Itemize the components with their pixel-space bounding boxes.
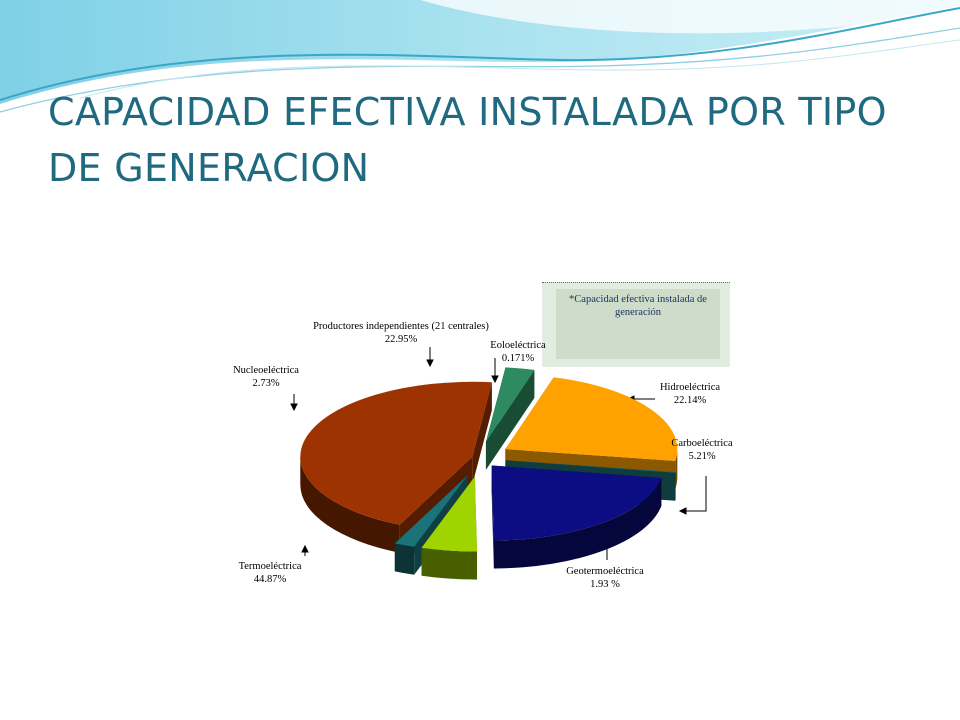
slice-value: 1.93 % (590, 579, 620, 590)
slice-side-wall (491, 465, 494, 569)
slice-name: Carboeléctrica (671, 438, 733, 449)
slice-name: Hidroeléctrica (659, 382, 721, 393)
arrow-head (678, 507, 687, 515)
slice-outer-wall (675, 449, 678, 489)
slice-label-nucleoelectrica: Nucleoeléctrica 2.73% (218, 364, 314, 390)
slice-top (300, 381, 492, 525)
slice-value: 22.14% (673, 395, 707, 406)
slide-title: CAPACIDAD EFECTIVA INSTALADA POR TIPO DE… (48, 90, 887, 190)
arrow-head (491, 375, 499, 384)
slice-label-geotermoelectrica: Geotermoeléctrica 1.93 % (550, 565, 660, 591)
slice-label-hidroelectrica: Hidroeléctrica 22.14% (642, 381, 738, 407)
slice-value: 5.21% (688, 451, 716, 462)
arrow-head (426, 359, 434, 368)
slice-top (505, 377, 678, 461)
slice-outer-wall (394, 543, 415, 575)
pie-slices (300, 367, 678, 580)
slice-top (394, 475, 468, 547)
chart-note: *Capacidad efectiva instalada de generac… (569, 294, 707, 318)
slice-label-productores: Productores independientes (21 centrales… (290, 320, 512, 346)
slice-top (485, 367, 535, 442)
slice-value: 44.87% (253, 574, 287, 585)
slice-top (505, 460, 676, 473)
slice-label-carboelectrica: Carboeléctrica 5.21% (654, 437, 750, 463)
label-arrow (680, 476, 707, 512)
slice-side-wall (472, 382, 492, 485)
slice-name: Geotermoeléctrica (566, 566, 644, 577)
slice-label-termoelectrica: Termoeléctrica 44.87% (222, 560, 318, 586)
slice-name: Eoloeléctrica (490, 340, 546, 351)
slice-name: Termoeléctrica (238, 561, 302, 572)
pie-slice (491, 465, 662, 569)
slice-value: 22.95% (384, 334, 418, 345)
pie-slice (300, 381, 492, 553)
header-wave-decoration (0, 0, 960, 113)
slice-label-eoloelectrica: Eoloeléctrica 0.171% (476, 339, 560, 365)
slice-side-wall (485, 369, 535, 470)
slice-top (491, 465, 662, 541)
slice-outer-wall (300, 456, 400, 553)
pie-slice (485, 367, 535, 470)
slice-outer-wall (421, 547, 477, 580)
slice-outer-wall (493, 478, 662, 569)
arrow-head (290, 403, 298, 412)
pie-slice (421, 476, 477, 580)
slice-value: 2.73% (252, 378, 280, 389)
slice-name: Nucleoeléctrica (233, 365, 299, 376)
slice-top (421, 476, 477, 552)
slice-name: Productores independientes (21 centrales… (313, 321, 489, 332)
slice-value: 0.171% (501, 353, 535, 364)
chart-note-panel: *Capacidad efectiva instalada de generac… (556, 289, 720, 359)
arrow-head (301, 544, 309, 553)
chart-note-box: *Capacidad efectiva instalada de generac… (542, 282, 730, 367)
